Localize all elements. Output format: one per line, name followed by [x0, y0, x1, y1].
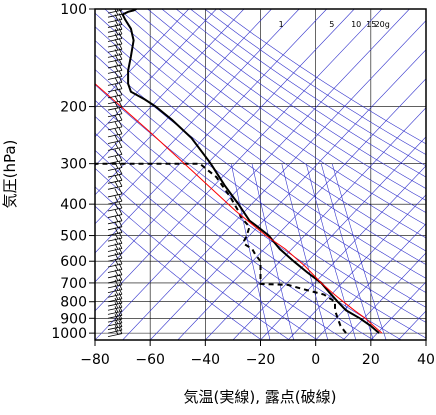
wind-barb-shaft [108, 334, 122, 337]
wind-barb-flag [119, 83, 122, 89]
wind-barb-flag [115, 129, 118, 135]
parcel-line [95, 84, 382, 333]
wind-barb-flag [119, 148, 122, 154]
y-tick-label: 900 [60, 311, 87, 327]
wind-barb-flag [115, 122, 118, 128]
wind-barb [108, 0, 122, 9]
wind-barb-flag [119, 180, 122, 186]
wind-barb-flag [119, 215, 122, 221]
wind-barb-flag [115, 77, 118, 83]
dry-adiabat-line [162, 9, 436, 340]
dry-adiabat-line [119, 9, 436, 340]
wind-barb-flag [115, 1, 118, 7]
dry-adiabat-line [0, 9, 373, 340]
wind-barb [108, 247, 122, 256]
x-tick-label: −40 [191, 352, 221, 368]
isotherm-line [426, 9, 436, 340]
wind-barb-flag [115, 175, 118, 181]
wind-barb-flag [115, 96, 118, 102]
x-tick-label: 0 [311, 352, 320, 368]
wind-barb [108, 48, 122, 57]
isotherm-line [0, 9, 272, 340]
wind-barb-flag [115, 90, 118, 96]
x-tick-label: −80 [80, 352, 110, 368]
isotherm-line [150, 9, 436, 340]
wind-barb [108, 188, 122, 197]
wind-barb-flag [119, 188, 122, 194]
isotherm-line [261, 9, 436, 340]
x-tick-label: 20 [362, 352, 380, 368]
x-tick-label: −20 [246, 352, 276, 368]
wind-barb-flag [119, 70, 122, 76]
isotherm-line [0, 9, 216, 340]
wind-barb [108, 121, 122, 130]
wind-barb [108, 274, 122, 283]
y-tick-label: 500 [60, 229, 87, 245]
dry-adiabat-line [148, 9, 436, 340]
y-tick-label: 100 [60, 2, 87, 18]
wind-barb-flag [115, 71, 118, 77]
wind-barb-flag [119, 141, 122, 147]
wind-barb-flag [115, 259, 118, 265]
wind-barb [108, 23, 122, 32]
wind-barb-flag [119, 155, 122, 161]
wind-barb-flag [115, 189, 118, 195]
wind-barb-flag [119, 128, 122, 134]
wind-barb-flag [119, 174, 122, 180]
dry-adiabat-line [190, 9, 436, 340]
dry-adiabat-line [0, 9, 290, 340]
mixing-ratio-label: 1 [279, 20, 284, 29]
x-tick-label: −60 [135, 352, 165, 368]
y-tick-label: 800 [60, 295, 87, 311]
wind-barb-flag [119, 202, 122, 208]
mixing-ratio-label: 10 [351, 20, 361, 29]
dry-adiabat-line [33, 9, 436, 340]
y-tick-label: 200 [60, 100, 87, 116]
wind-barb-flag [119, 0, 122, 6]
dry-adiabat-line [0, 9, 345, 340]
wind-barb-flag [119, 95, 122, 101]
wind-barb [108, 155, 122, 164]
y-tick-label: 400 [60, 197, 87, 213]
x-axis-label: 気温(実線), 露点(破線) [184, 388, 337, 406]
y-tick-label: 700 [60, 276, 87, 292]
x-tick-label: 40 [417, 352, 435, 368]
dry-adiabat-line [48, 9, 436, 340]
y-tick-label: 600 [60, 254, 87, 270]
wind-barb [108, 284, 122, 293]
wind-barb-flag [115, 156, 118, 162]
y-tick-label: 300 [60, 157, 87, 173]
wind-barb-flag [115, 115, 118, 121]
wind-barb [108, 293, 122, 302]
mixing-ratio-label: 20g [375, 20, 390, 29]
wind-barb [108, 243, 122, 252]
mixing-ratio-label: 5 [329, 20, 334, 29]
wind-barb [108, 279, 122, 288]
y-tick-label: 1000 [51, 326, 87, 342]
wind-barb-flag [119, 114, 122, 120]
wind-barb-flag [115, 210, 118, 216]
wind-barb-shaft [108, 330, 122, 333]
wind-barb-flag [115, 228, 118, 234]
wind-barb-flag [115, 149, 118, 155]
wind-barb [108, 18, 122, 27]
wind-barb-flag [115, 216, 118, 222]
grid-layer [95, 9, 426, 340]
wind-barb [108, 288, 122, 297]
y-axis-label: 気圧(hPa) [1, 140, 19, 209]
